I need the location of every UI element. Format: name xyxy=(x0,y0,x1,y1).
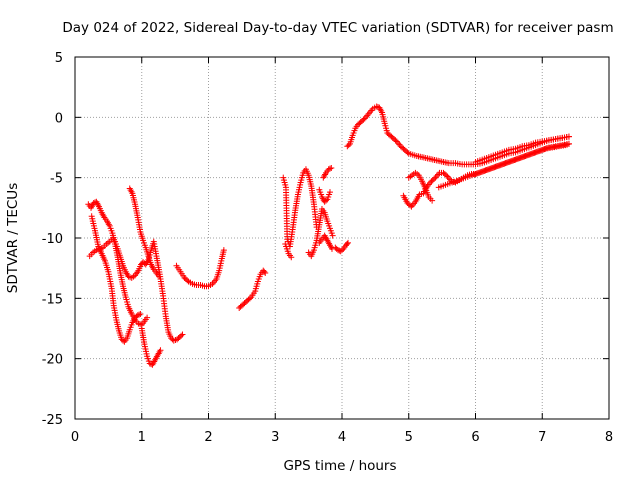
y-tick-label: -25 xyxy=(42,413,63,428)
data-point xyxy=(120,337,127,344)
x-tick-label: 8 xyxy=(605,430,613,445)
x-tick-label: 1 xyxy=(138,430,146,445)
x-tick-label: 3 xyxy=(271,430,279,445)
x-tick-label: 7 xyxy=(538,430,546,445)
y-axis-label: SDTVAR / TECUs xyxy=(5,183,21,293)
x-tick-label: 6 xyxy=(471,430,479,445)
data-point xyxy=(326,189,333,196)
data-point xyxy=(288,254,295,261)
data-point xyxy=(329,232,336,239)
data-point xyxy=(360,116,367,123)
chart-title: Day 024 of 2022, Sidereal Day-to-day VTE… xyxy=(62,20,613,36)
data-point xyxy=(184,277,191,284)
data-point xyxy=(431,175,438,182)
data-point xyxy=(220,247,227,254)
data-point xyxy=(565,140,572,147)
data-point xyxy=(179,331,186,338)
x-tick-label: 5 xyxy=(405,430,413,445)
data-point xyxy=(136,311,143,318)
x-tick-label: 2 xyxy=(204,430,212,445)
data-point xyxy=(392,137,399,144)
data-point xyxy=(326,165,333,172)
y-tick-label: -20 xyxy=(42,353,63,368)
data-point xyxy=(156,273,163,280)
data-point xyxy=(373,103,380,110)
y-tick-label: -15 xyxy=(42,292,63,307)
data-point xyxy=(336,247,343,254)
data-point xyxy=(565,133,572,140)
data-point xyxy=(339,247,345,254)
data-point xyxy=(328,165,335,172)
y-tick-label: 0 xyxy=(55,111,63,126)
data-point xyxy=(345,142,352,149)
x-tick-label: 4 xyxy=(338,430,346,445)
data-point xyxy=(157,347,164,354)
data-point xyxy=(144,314,151,321)
data-points xyxy=(85,103,572,368)
data-point xyxy=(322,197,329,204)
data-point xyxy=(443,172,450,179)
data-point xyxy=(325,166,332,173)
grid-lines xyxy=(75,57,609,419)
data-point xyxy=(178,332,185,339)
y-tick-label: 5 xyxy=(55,51,63,66)
data-point xyxy=(246,295,253,302)
data-point xyxy=(404,149,411,156)
plot-frame xyxy=(74,56,610,420)
y-tick-label: -10 xyxy=(42,232,63,247)
data-point xyxy=(261,268,268,275)
axis-ticks: 0 1 2 3 4 5 6 7 8 5 0 -5 -10 -15 -20 -25 xyxy=(42,51,613,445)
y-tick-label: -5 xyxy=(50,172,63,187)
data-point xyxy=(345,239,352,246)
data-point xyxy=(429,197,436,204)
data-point xyxy=(134,312,141,319)
data-point xyxy=(262,269,269,276)
data-point xyxy=(344,241,351,248)
x-axis-label: GPS time / hours xyxy=(283,458,396,474)
x-tick-label: 0 xyxy=(71,430,79,445)
data-point xyxy=(137,311,144,318)
